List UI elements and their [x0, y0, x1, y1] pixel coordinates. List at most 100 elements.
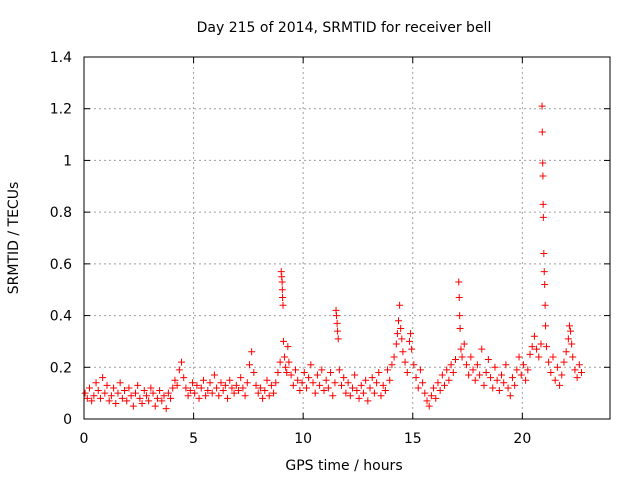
data-point [283, 368, 291, 376]
data-point [538, 102, 546, 110]
data-point [118, 394, 126, 402]
data-point [256, 384, 264, 392]
data-point [405, 337, 413, 345]
data-point [421, 389, 429, 397]
data-point [226, 376, 234, 384]
y-tick-label: 0.4 [50, 309, 72, 325]
data-point [456, 325, 464, 332]
data-point [564, 335, 572, 343]
data-point [210, 371, 218, 379]
data-point [556, 381, 564, 389]
y-tick-label: 0 [63, 412, 72, 428]
data-point [188, 379, 196, 387]
y-tick-label: 1.4 [50, 50, 72, 66]
data-point [522, 376, 530, 384]
data-point [515, 353, 523, 361]
data-point [182, 384, 190, 392]
data-point [191, 389, 199, 397]
data-point [279, 301, 287, 309]
data-point [338, 381, 346, 389]
data-point [171, 376, 179, 384]
data-point [285, 358, 293, 366]
data-point [162, 405, 170, 413]
data-point [560, 358, 568, 366]
data-point [395, 317, 403, 325]
y-axis-label: SRMTID / TECUs [6, 182, 22, 295]
data-point [513, 366, 521, 374]
data-point [281, 353, 289, 361]
data-point [346, 392, 354, 400]
data-point [480, 381, 488, 389]
data-point [436, 387, 444, 395]
data-point [186, 387, 194, 395]
data-point [449, 368, 457, 376]
data-point [498, 371, 506, 379]
data-point [364, 397, 372, 405]
data-point [272, 379, 280, 387]
data-point [132, 389, 140, 397]
data-point [324, 384, 332, 392]
data-point [134, 381, 142, 389]
data-point [533, 345, 541, 353]
data-point [493, 376, 501, 384]
data-point [410, 361, 418, 369]
data-point [526, 350, 534, 358]
data-point [359, 389, 367, 397]
data-points [81, 102, 586, 413]
data-point [224, 394, 232, 402]
data-point [375, 368, 383, 376]
data-point [562, 348, 570, 356]
data-point [160, 392, 168, 400]
data-point [467, 353, 475, 361]
data-point [469, 366, 477, 374]
data-point [248, 348, 256, 356]
data-point [311, 389, 319, 397]
data-point [465, 371, 473, 379]
data-point [175, 366, 183, 374]
data-point [455, 278, 463, 286]
data-point [471, 376, 479, 384]
data-point [241, 392, 249, 400]
data-point [425, 402, 433, 410]
data-point [307, 361, 315, 369]
data-point [381, 387, 389, 395]
data-point [333, 319, 341, 327]
y-tick-label: 0.6 [50, 257, 72, 273]
data-point [538, 128, 546, 136]
data-point [489, 384, 497, 392]
data-point [145, 397, 153, 405]
data-point [107, 392, 115, 400]
data-point [195, 394, 203, 402]
y-tick-label: 0.8 [50, 205, 72, 221]
data-point [500, 379, 508, 387]
data-point [193, 381, 201, 389]
data-point [105, 397, 113, 405]
data-point [482, 368, 490, 376]
data-point [254, 389, 262, 397]
data-point [388, 361, 396, 369]
data-point [153, 394, 161, 402]
data-point [313, 371, 321, 379]
data-point [81, 389, 89, 397]
data-point [366, 384, 374, 392]
data-point [398, 335, 406, 343]
data-point [487, 374, 495, 382]
data-point [208, 389, 216, 397]
data-point [524, 366, 532, 374]
axis-ticks [83, 56, 610, 420]
data-point [136, 394, 144, 402]
data-point [287, 371, 295, 379]
data-point [156, 387, 164, 395]
data-point [491, 363, 499, 371]
data-point [342, 389, 350, 397]
data-point [362, 376, 370, 384]
data-point [401, 358, 409, 366]
data-point [197, 384, 205, 392]
data-point [138, 399, 146, 407]
data-point [279, 337, 287, 345]
data-point [565, 322, 573, 330]
data-point [334, 335, 342, 343]
x-tick-label: 0 [80, 431, 89, 447]
data-point [278, 278, 286, 286]
data-point [396, 301, 404, 309]
